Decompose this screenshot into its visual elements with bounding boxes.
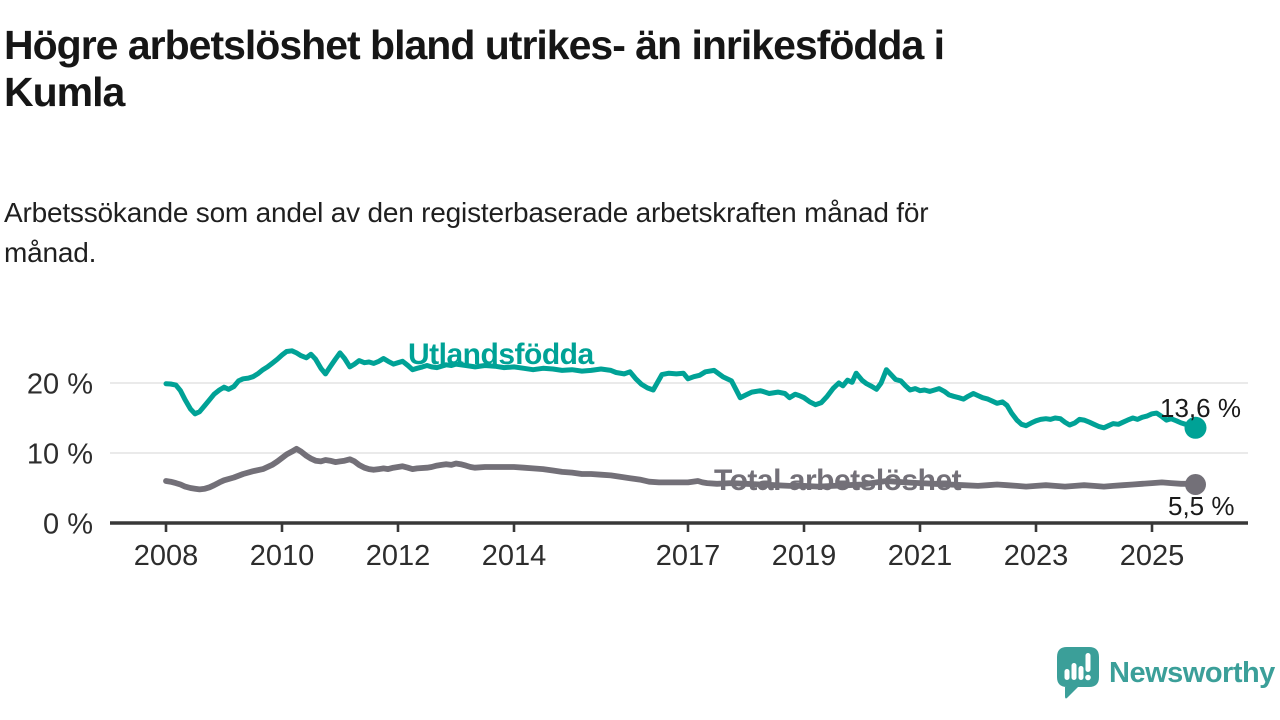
x-axis-tick-label: 2012 (366, 540, 431, 572)
x-axis-tick-label: 2023 (1004, 540, 1069, 572)
x-axis-tick-label: 2014 (482, 540, 547, 572)
x-axis-tick-label: 2008 (134, 540, 199, 572)
page-title-line-1: Högre arbetslöshet bland utrikes- än inr… (4, 22, 945, 68)
y-axis-tick-label: 0 % (43, 509, 93, 541)
x-axis-ticks: 2008 2010 2012 2014 2017 2019 2021 2023 2025 (134, 523, 1185, 572)
chart-subtitle: Arbetssökande som andel av den registerb… (4, 193, 929, 273)
x-axis-tick-label: 2025 (1120, 540, 1185, 572)
newsworthy-logo-text: Newsworthy (1109, 656, 1275, 689)
y-axis-tick-label: 10 % (27, 439, 93, 471)
x-axis-tick-label: 2017 (656, 540, 721, 572)
chart-subtitle-line-1: Arbetssökande som andel av den registerb… (4, 197, 929, 228)
series-end-dot-total (1185, 474, 1206, 495)
x-axis-tick-label: 2019 (772, 540, 837, 572)
chart-series-lines (163, 348, 1207, 495)
series-end-dot-utlandsfodda (1184, 416, 1207, 439)
x-axis-tick-label: 2021 (888, 540, 953, 572)
series-line-total (163, 445, 1199, 493)
newsworthy-logo: Newsworthy (1056, 646, 1275, 700)
series-label-total-arbetsloshet: Total arbetslöshet (714, 464, 962, 497)
y-axis-tick-label: 20 % (27, 369, 93, 401)
page-title-line-2: Kumla (4, 69, 125, 115)
end-value-label-utlandsfodda: 13,6 % (1160, 393, 1241, 423)
chart-subtitle-line-2: månad. (4, 237, 97, 268)
line-chart: 2008 2010 2012 2014 2017 2019 2021 2023 2025 0 %… (27, 338, 1248, 572)
page-title: Högre arbetslöshet bland utrikes- än inr… (4, 22, 945, 116)
y-axis-tick-labels: 0 % 10 % 20 % (27, 369, 93, 541)
series-line-utlandsfodda (163, 348, 1198, 431)
x-axis-tick-label: 2010 (250, 540, 315, 572)
series-label-utlandsfodda: Utlandsfödda (408, 338, 594, 371)
end-value-label-total: 5,5 % (1168, 491, 1235, 521)
speech-bubble-bar-chart-icon (1057, 647, 1099, 699)
